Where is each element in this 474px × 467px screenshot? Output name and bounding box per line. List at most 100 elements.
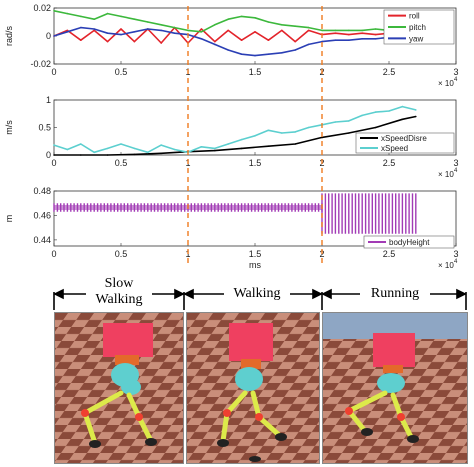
data-point	[227, 18, 229, 21]
data-point	[294, 25, 297, 28]
data-point	[214, 147, 216, 150]
data-point	[200, 38, 203, 40]
y-tick-label: 1	[46, 95, 51, 105]
data-point	[267, 39, 270, 41]
data-point	[93, 29, 95, 32]
y-tick-label: 0.44	[33, 235, 51, 245]
data-point	[334, 29, 337, 32]
data-point	[294, 49, 297, 51]
x-tick-label: 0	[51, 158, 56, 168]
data-point	[374, 126, 377, 129]
data-point	[173, 148, 176, 151]
data-point	[66, 148, 69, 151]
data-point	[93, 151, 95, 154]
data-point	[348, 132, 350, 134]
data-point	[187, 29, 189, 32]
data-point	[106, 147, 109, 150]
data-point	[200, 31, 203, 33]
data-point	[120, 33, 122, 36]
phase-label-running: Running	[360, 286, 430, 302]
data-point	[214, 149, 216, 152]
y-tick-label: 0.02	[33, 3, 51, 13]
phase-label-walking: Walking	[224, 286, 290, 302]
data-point	[160, 24, 162, 26]
data-point	[348, 33, 350, 36]
data-point	[53, 154, 55, 156]
data-point	[361, 29, 364, 32]
data-point	[348, 120, 350, 122]
data-point	[106, 32, 109, 34]
data-point	[133, 31, 136, 33]
data-point	[227, 143, 229, 145]
series-roll	[53, 26, 416, 44]
data-point	[374, 28, 377, 30]
x-tick-label: 0.5	[115, 158, 128, 168]
data-point	[281, 132, 283, 134]
data-point	[227, 29, 229, 32]
x-multiplier-exponent: 4	[454, 259, 458, 265]
data-point	[93, 28, 95, 30]
y-tick-label: 0.5	[38, 123, 51, 133]
data-point	[374, 38, 377, 40]
data-point	[415, 115, 417, 118]
data-point	[106, 154, 109, 156]
data-point	[415, 109, 417, 111]
x-multiplier-exponent: 4	[454, 77, 458, 83]
legend-label-bodyHeight: bodyHeight	[389, 238, 430, 247]
snapshot-walking	[186, 312, 320, 464]
phase-label-slow-walking: Slow Walking	[86, 276, 152, 308]
x-tick-label: 0.5	[115, 67, 128, 77]
data-point	[281, 24, 283, 26]
data-point	[307, 43, 310, 46]
data-point	[133, 18, 136, 21]
data-point	[281, 29, 283, 32]
data-point	[147, 151, 149, 154]
data-point	[267, 21, 270, 23]
data-point	[388, 110, 390, 112]
x-tick-label: 3	[453, 158, 458, 168]
data-point	[160, 152, 162, 155]
data-point	[240, 147, 243, 150]
robot-torso	[377, 373, 405, 393]
snapshot-running	[322, 312, 468, 464]
phase-arrow-row: Slow Walking Walking Running	[0, 276, 474, 312]
legend-label-roll: roll	[409, 12, 420, 21]
data-point	[173, 26, 176, 29]
x-tick-label: 2.5	[383, 249, 396, 259]
data-point	[348, 29, 350, 32]
data-point	[66, 12, 69, 15]
series-xSpeed	[53, 105, 416, 154]
data-point	[80, 15, 82, 18]
data-point	[147, 21, 149, 23]
data-point	[361, 32, 364, 34]
y-tick-label: 0.48	[33, 186, 51, 196]
y-axis-label: m/s	[4, 120, 14, 135]
data-point	[294, 131, 297, 133]
data-point	[334, 32, 337, 34]
x-multiplier: × 10	[438, 261, 454, 270]
y-tick-label: 0	[46, 150, 51, 160]
data-point	[80, 26, 82, 29]
data-point	[200, 146, 203, 148]
data-point	[401, 118, 404, 121]
x-tick-label: 0	[51, 249, 56, 259]
data-point	[267, 145, 270, 147]
y-axis-label: rad/s	[4, 25, 14, 46]
legend-box	[355, 132, 455, 154]
x-tick-label: 3	[453, 249, 458, 259]
robot-body	[229, 323, 273, 361]
series-bodyHeight	[321, 193, 417, 234]
legend-label-xSpeed: xSpeed	[381, 144, 408, 153]
data-point	[120, 15, 122, 18]
x-multiplier: × 10	[438, 170, 454, 179]
x-tick-label: 3	[453, 67, 458, 77]
data-point	[294, 40, 297, 43]
data-point	[53, 35, 55, 37]
data-point	[173, 32, 176, 34]
data-point	[80, 154, 82, 156]
data-point	[160, 144, 162, 146]
data-point	[227, 49, 229, 51]
y-axis-label: m	[4, 215, 14, 223]
